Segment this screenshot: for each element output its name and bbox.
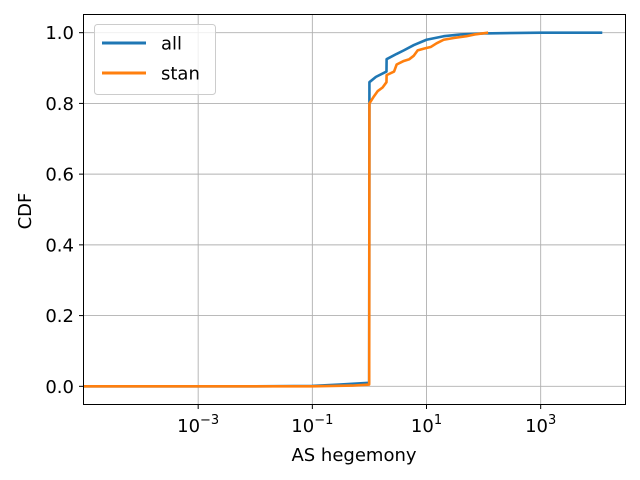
y-axis-ticks: 0.0 0.2 0.4 0.6 0.8 1.0 bbox=[45, 23, 84, 398]
plot-frame bbox=[83, 14, 626, 405]
legend-label-all: all bbox=[161, 34, 182, 55]
y-axis-label: CDF bbox=[15, 193, 36, 230]
x-axis-label: AS hegemony bbox=[291, 445, 416, 466]
y-tick-label: 0.8 bbox=[45, 94, 74, 115]
x-tick-label: 103 bbox=[525, 413, 556, 437]
x-tick-label: 101 bbox=[411, 413, 442, 437]
plot-series bbox=[84, 31, 603, 388]
x-axis-ticks: 10−3 10−1 101 103 bbox=[177, 404, 556, 437]
x-tick-label: 10−3 bbox=[177, 413, 219, 437]
y-tick-label: 1.0 bbox=[45, 23, 74, 44]
legend: all stan bbox=[94, 24, 216, 95]
y-tick-label: 0.0 bbox=[45, 377, 74, 398]
x-tick-label: 10−1 bbox=[291, 413, 333, 437]
y-tick-label: 0.4 bbox=[45, 235, 74, 256]
y-tick-label: 0.6 bbox=[45, 165, 74, 186]
legend-label-stan: stan bbox=[161, 64, 200, 85]
series-line-stan bbox=[84, 31, 489, 388]
y-tick-label: 0.2 bbox=[45, 306, 74, 327]
